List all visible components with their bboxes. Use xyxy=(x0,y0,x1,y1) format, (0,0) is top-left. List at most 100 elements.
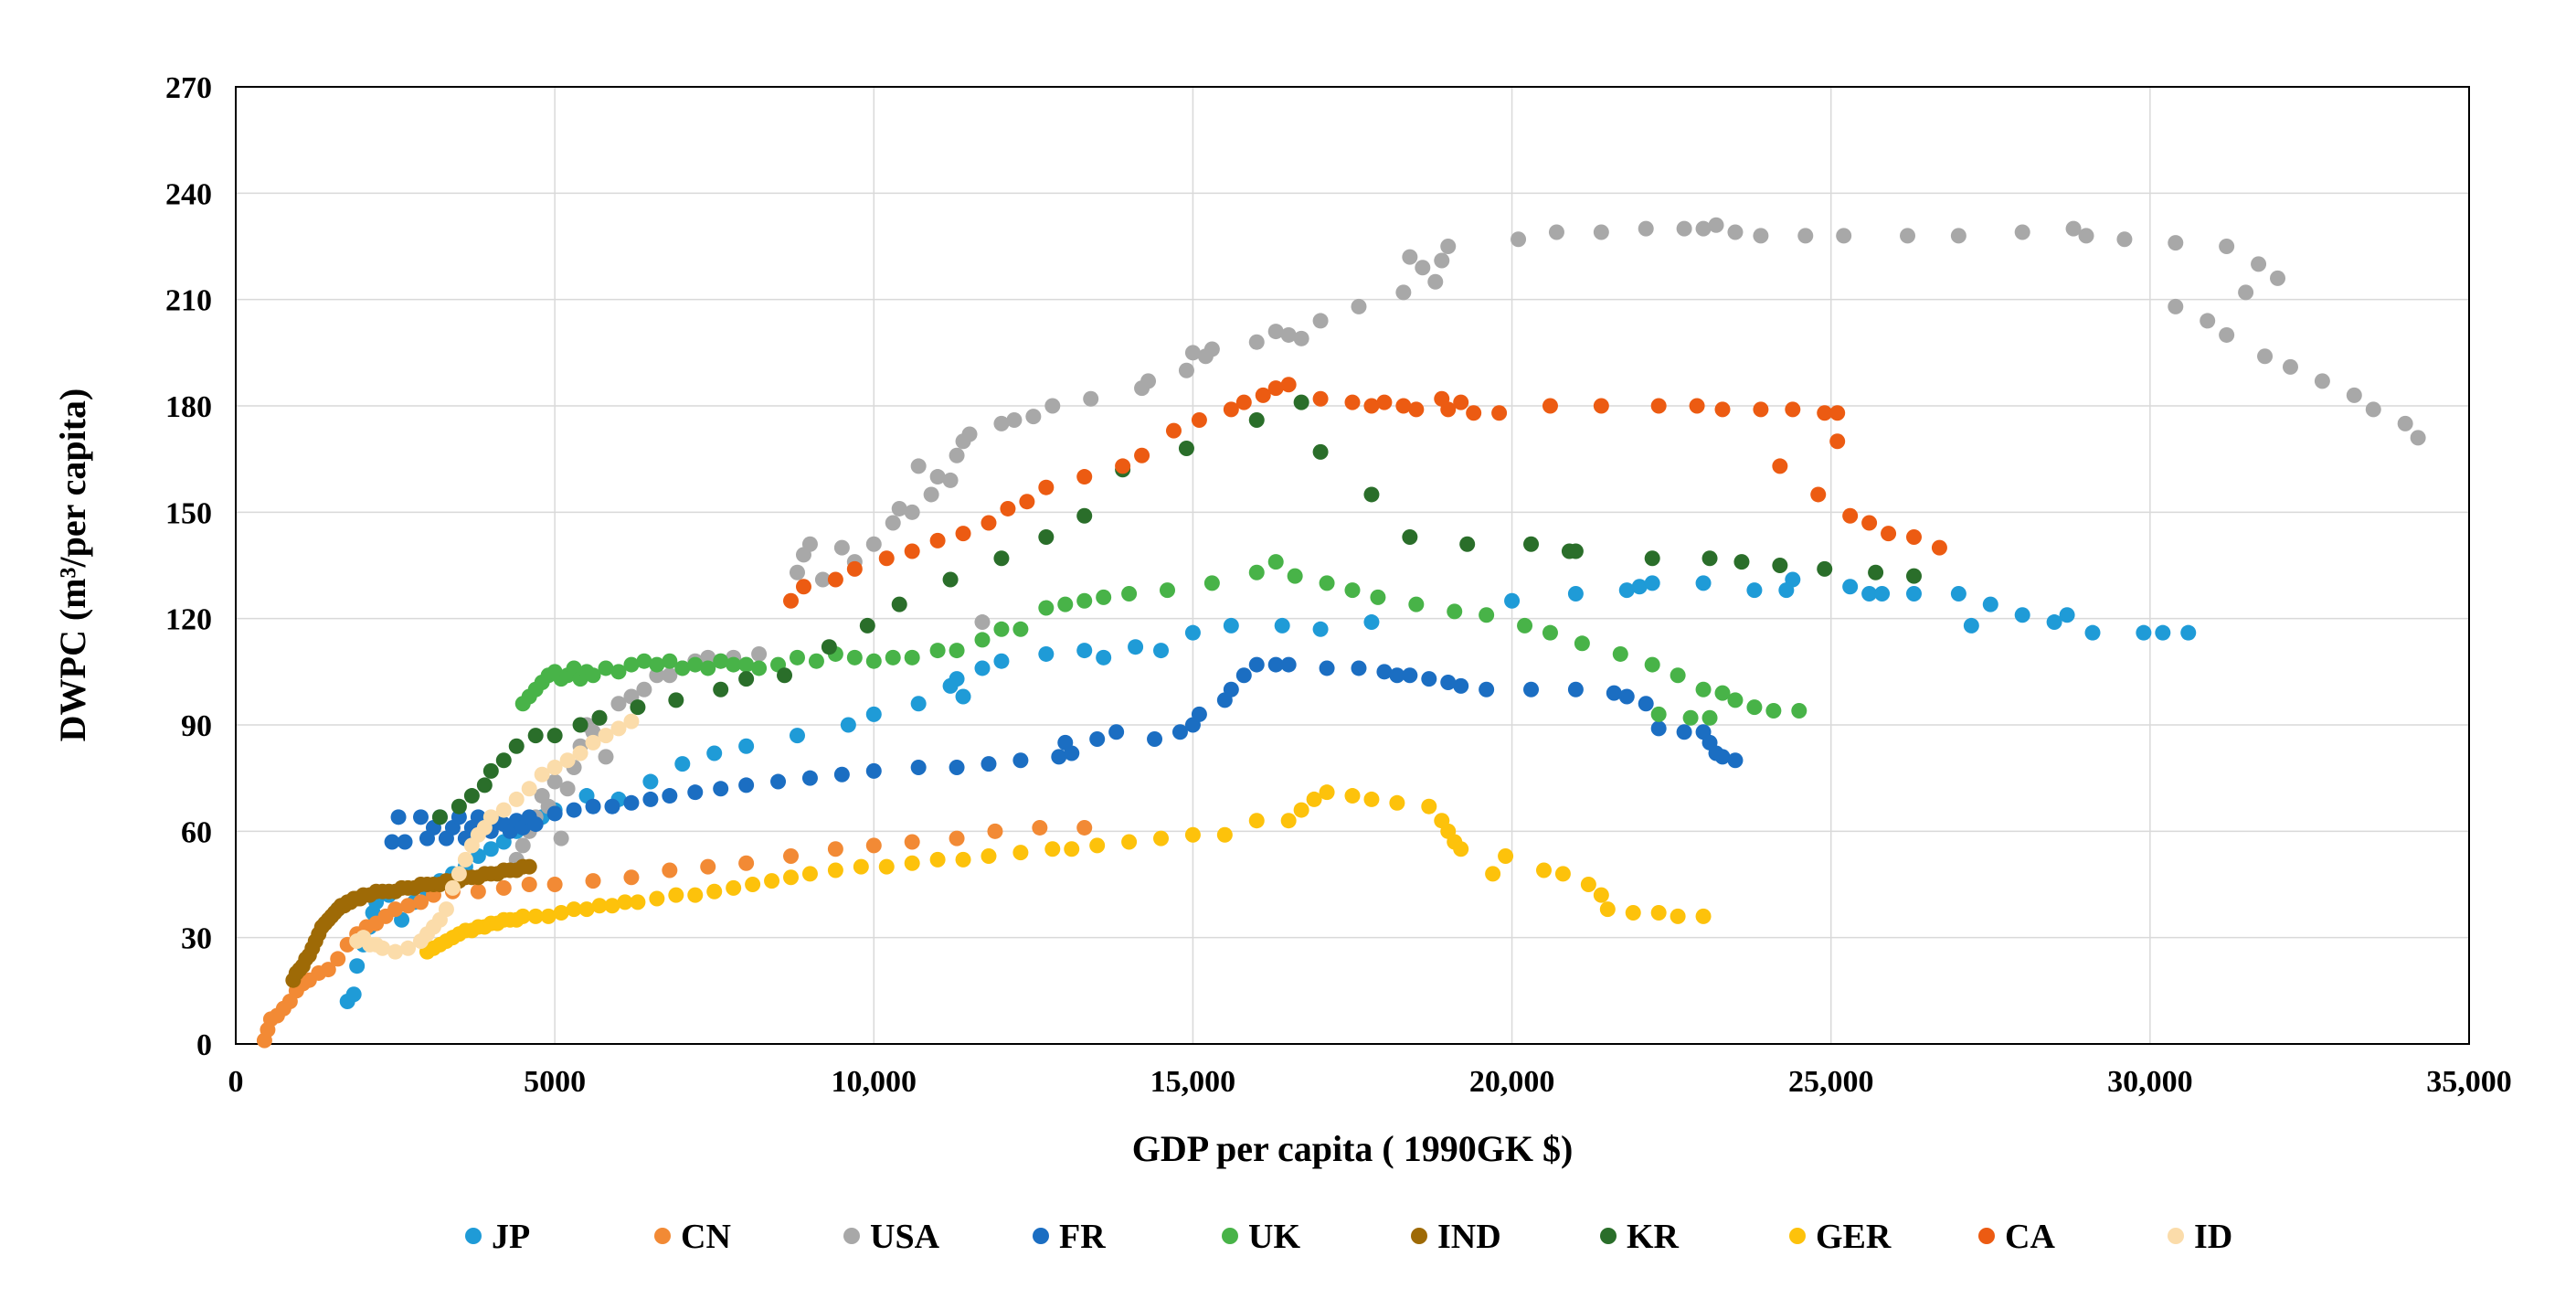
data-point xyxy=(1727,224,1744,240)
data-point xyxy=(1504,592,1521,609)
data-point xyxy=(2078,228,2094,244)
data-point xyxy=(1842,507,1859,524)
data-point xyxy=(891,596,907,612)
data-point xyxy=(1695,908,1712,924)
data-point xyxy=(1248,656,1265,673)
data-point xyxy=(1625,905,1641,921)
data-point xyxy=(878,858,895,875)
data-point xyxy=(1950,586,1966,602)
data-point xyxy=(706,883,723,900)
data-point xyxy=(2155,624,2171,641)
data-point xyxy=(1511,231,1527,248)
data-point xyxy=(865,706,882,722)
data-point xyxy=(1287,568,1303,584)
data-point xyxy=(1421,798,1437,815)
data-point xyxy=(949,643,965,659)
legend-marker xyxy=(843,1228,860,1244)
legend-marker xyxy=(654,1228,671,1244)
data-point xyxy=(885,649,901,665)
data-point xyxy=(833,766,850,783)
data-point xyxy=(330,951,346,967)
series-ca xyxy=(783,377,1947,609)
data-point xyxy=(642,791,659,807)
data-point xyxy=(521,858,537,875)
data-point xyxy=(1682,709,1699,726)
data-point xyxy=(1434,252,1450,269)
data-point xyxy=(508,738,525,754)
data-point xyxy=(745,877,761,892)
data-point xyxy=(1344,582,1361,599)
data-point xyxy=(738,656,755,673)
data-point xyxy=(1057,734,1074,751)
data-point xyxy=(949,447,965,463)
data-point xyxy=(1274,617,1290,634)
data-point xyxy=(1415,260,1431,276)
data-point xyxy=(546,728,563,744)
data-point xyxy=(572,745,588,761)
data-point xyxy=(1203,575,1220,591)
data-point xyxy=(1402,249,1418,265)
data-point xyxy=(1057,596,1074,612)
data-point xyxy=(1746,699,1763,716)
y-tick-label: 210 xyxy=(165,284,212,318)
data-point xyxy=(521,877,537,892)
data-point xyxy=(1319,784,1335,801)
data-point xyxy=(2314,373,2330,389)
y-tick-label: 30 xyxy=(181,922,212,956)
data-point xyxy=(865,762,882,779)
data-point xyxy=(1363,791,1380,807)
legend-marker xyxy=(465,1228,482,1244)
data-point xyxy=(649,667,665,684)
legend-item-cn: CN xyxy=(654,1218,731,1256)
data-point xyxy=(400,940,417,956)
legend-marker xyxy=(2168,1228,2184,1244)
data-point xyxy=(1025,409,1042,425)
data-point xyxy=(451,866,467,882)
data-point xyxy=(585,667,601,684)
data-point xyxy=(1248,564,1265,580)
data-point xyxy=(1293,802,1309,818)
data-point xyxy=(1344,788,1361,804)
data-point xyxy=(1905,586,1922,602)
data-point xyxy=(610,664,627,680)
data-point xyxy=(1606,685,1622,701)
data-point xyxy=(1096,589,1112,605)
data-point xyxy=(463,788,480,804)
data-point xyxy=(349,958,366,974)
data-point xyxy=(1631,579,1648,595)
data-point xyxy=(1453,841,1469,857)
data-point xyxy=(885,515,901,531)
data-point xyxy=(2136,624,2152,641)
data-point xyxy=(591,898,608,914)
data-point xyxy=(1395,284,1412,301)
data-point xyxy=(495,802,512,818)
data-point xyxy=(1165,422,1182,439)
data-point xyxy=(1312,621,1329,637)
data-point xyxy=(2410,430,2426,446)
data-point xyxy=(1644,656,1660,673)
data-point xyxy=(2059,607,2075,623)
data-point xyxy=(1753,228,1769,244)
data-point xyxy=(929,532,946,548)
data-point xyxy=(1223,681,1239,697)
data-point xyxy=(1408,401,1425,418)
data-point xyxy=(578,901,595,918)
data-point xyxy=(540,908,557,924)
legend-label: CN xyxy=(681,1218,731,1256)
data-point xyxy=(1580,877,1596,892)
data-point xyxy=(738,855,755,871)
data-point xyxy=(1312,390,1329,407)
data-point xyxy=(1216,826,1233,843)
data-point xyxy=(1159,582,1175,599)
legend-label: GER xyxy=(1816,1218,1892,1256)
data-point xyxy=(431,911,448,928)
data-point xyxy=(904,504,920,520)
data-point xyxy=(623,794,640,811)
data-point xyxy=(904,543,920,559)
data-point xyxy=(1076,643,1093,659)
y-tick-label: 60 xyxy=(181,815,212,849)
data-point xyxy=(1676,724,1692,740)
data-point xyxy=(706,745,723,761)
data-point xyxy=(923,486,939,503)
data-point xyxy=(1363,614,1380,631)
